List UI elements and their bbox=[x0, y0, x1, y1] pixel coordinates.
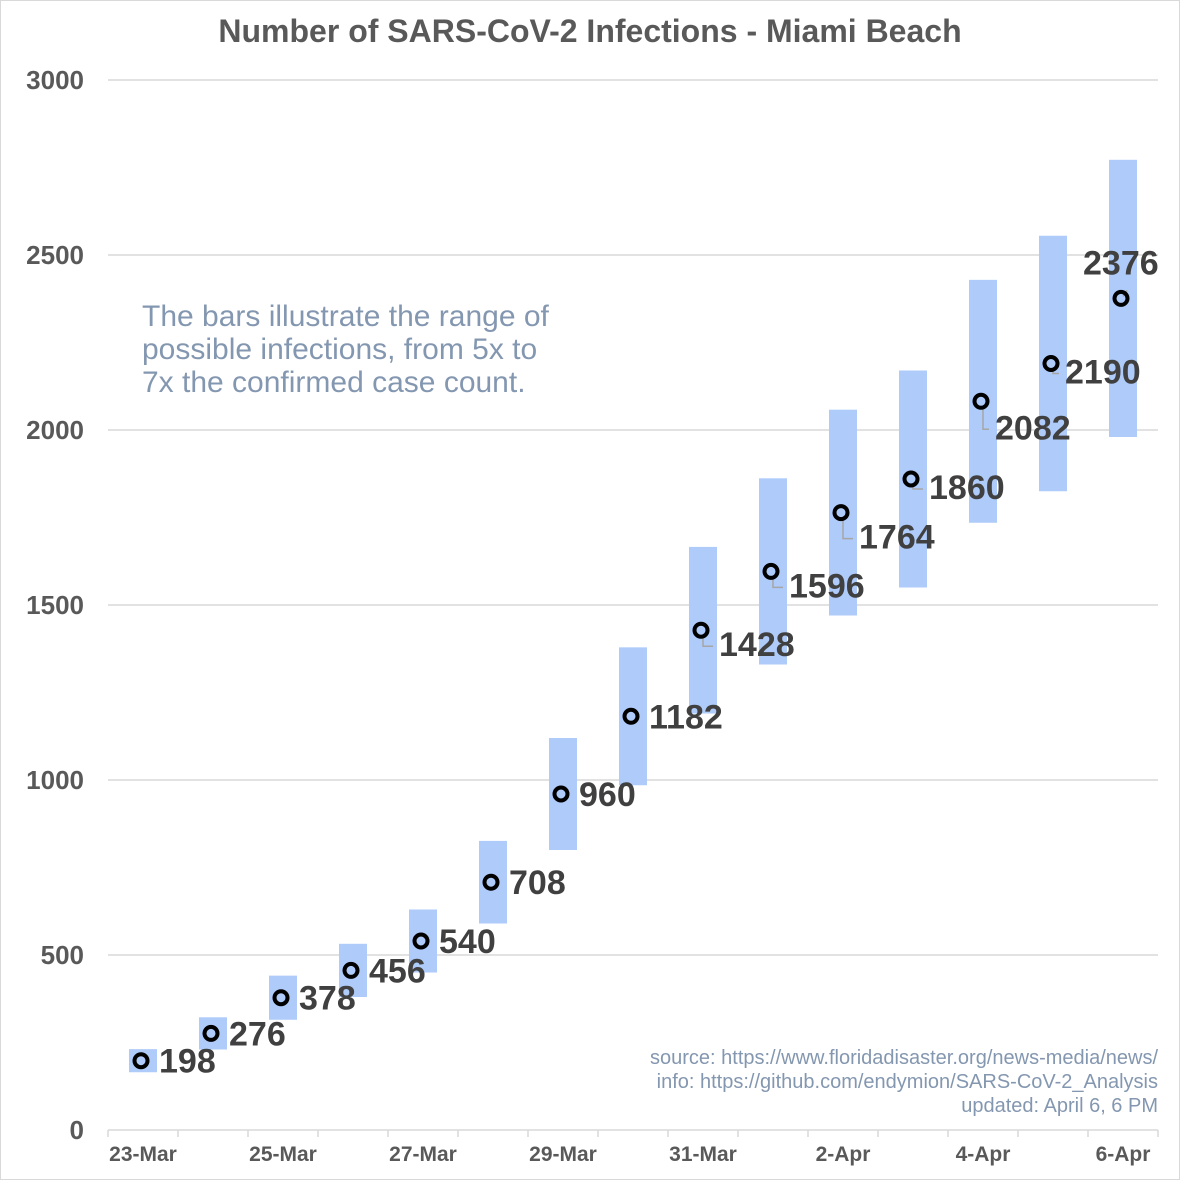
data-label: 708 bbox=[509, 864, 566, 902]
source-note: source: https://www.floridadisaster.org/… bbox=[650, 1047, 1158, 1117]
data-point bbox=[552, 785, 570, 803]
y-tick-label: 500 bbox=[41, 940, 84, 970]
data-point bbox=[1042, 355, 1060, 372]
annotation-line: 7x the confirmed case count. bbox=[142, 366, 526, 399]
data-label: 198 bbox=[159, 1043, 216, 1081]
leader-line bbox=[982, 407, 989, 431]
x-tick-label: 6-Apr bbox=[1096, 1143, 1151, 1166]
leader-line bbox=[702, 636, 713, 647]
data-point bbox=[972, 392, 990, 410]
chart-title: Number of SARS-CoV-2 Infections - Miami … bbox=[218, 13, 961, 49]
data-point bbox=[482, 873, 500, 891]
x-tick-label: 4-Apr bbox=[956, 1143, 1011, 1166]
y-tick-label: 1000 bbox=[26, 765, 84, 795]
x-axis: 23-Mar 25-Mar 27-Mar 29-Mar 31-Mar 2-Apr 4-Apr… bbox=[107, 1129, 1159, 1166]
x-tick-label: 23-Mar bbox=[109, 1143, 177, 1166]
data-label: 2082 bbox=[995, 409, 1071, 447]
data-point bbox=[202, 1024, 220, 1042]
y-tick-label: 0 bbox=[70, 1115, 84, 1145]
data-label: 456 bbox=[369, 952, 426, 990]
data-label: 276 bbox=[229, 1015, 286, 1053]
x-tick-label: 29-Mar bbox=[529, 1143, 597, 1166]
data-label: 2376 bbox=[1083, 244, 1159, 282]
data-point bbox=[342, 961, 360, 979]
y-tick-label: 1500 bbox=[26, 590, 84, 620]
data-label: 2190 bbox=[1065, 354, 1141, 392]
grid-lines bbox=[108, 79, 1158, 956]
data-point bbox=[622, 707, 640, 725]
y-tick-label: 3000 bbox=[26, 65, 84, 95]
data-point bbox=[692, 621, 710, 639]
annotation-note: The bars illustrate the range of possible… bbox=[142, 300, 550, 399]
data-point bbox=[902, 470, 920, 488]
leader-line bbox=[842, 518, 853, 540]
data-label: 1764 bbox=[859, 519, 935, 557]
data-label: 378 bbox=[299, 980, 356, 1018]
data-label: 1596 bbox=[789, 567, 865, 605]
data-point bbox=[412, 932, 430, 950]
data-label: 540 bbox=[439, 923, 496, 961]
data-label: 1182 bbox=[649, 698, 723, 736]
data-label: 1428 bbox=[719, 626, 795, 664]
annotation-line: possible infections, from 5x to bbox=[142, 333, 537, 366]
y-tick-label: 2500 bbox=[26, 240, 84, 270]
data-point bbox=[1112, 289, 1130, 307]
x-tick-label: 27-Mar bbox=[389, 1143, 457, 1166]
data-markers bbox=[132, 289, 1130, 1070]
y-tick-label: 2000 bbox=[26, 415, 84, 445]
source-line: source: https://www.floridadisaster.org/… bbox=[650, 1047, 1158, 1069]
leader-line bbox=[772, 577, 783, 589]
x-tick-label: 25-Mar bbox=[249, 1143, 317, 1166]
data-labels: 198 276 378 456 540 708 960 1182 1428 1596 1764 186… bbox=[159, 244, 1159, 1080]
x-tick-label: 31-Mar bbox=[669, 1143, 737, 1166]
range-bars bbox=[129, 159, 1137, 1073]
data-label: 960 bbox=[579, 776, 636, 814]
data-point bbox=[132, 1052, 150, 1070]
y-tick-labels: 0 500 1000 1500 2000 2500 3000 bbox=[26, 65, 84, 1145]
data-point bbox=[832, 504, 850, 522]
x-tick-label: 2-Apr bbox=[816, 1143, 871, 1166]
data-label: 1860 bbox=[929, 469, 1005, 507]
data-point bbox=[272, 989, 290, 1007]
annotation-line: The bars illustrate the range of bbox=[142, 300, 550, 333]
source-line: info: https://github.com/endymion/SARS-C… bbox=[657, 1071, 1158, 1093]
data-point bbox=[762, 562, 780, 580]
source-line: updated: April 6, 6 PM bbox=[961, 1095, 1158, 1117]
